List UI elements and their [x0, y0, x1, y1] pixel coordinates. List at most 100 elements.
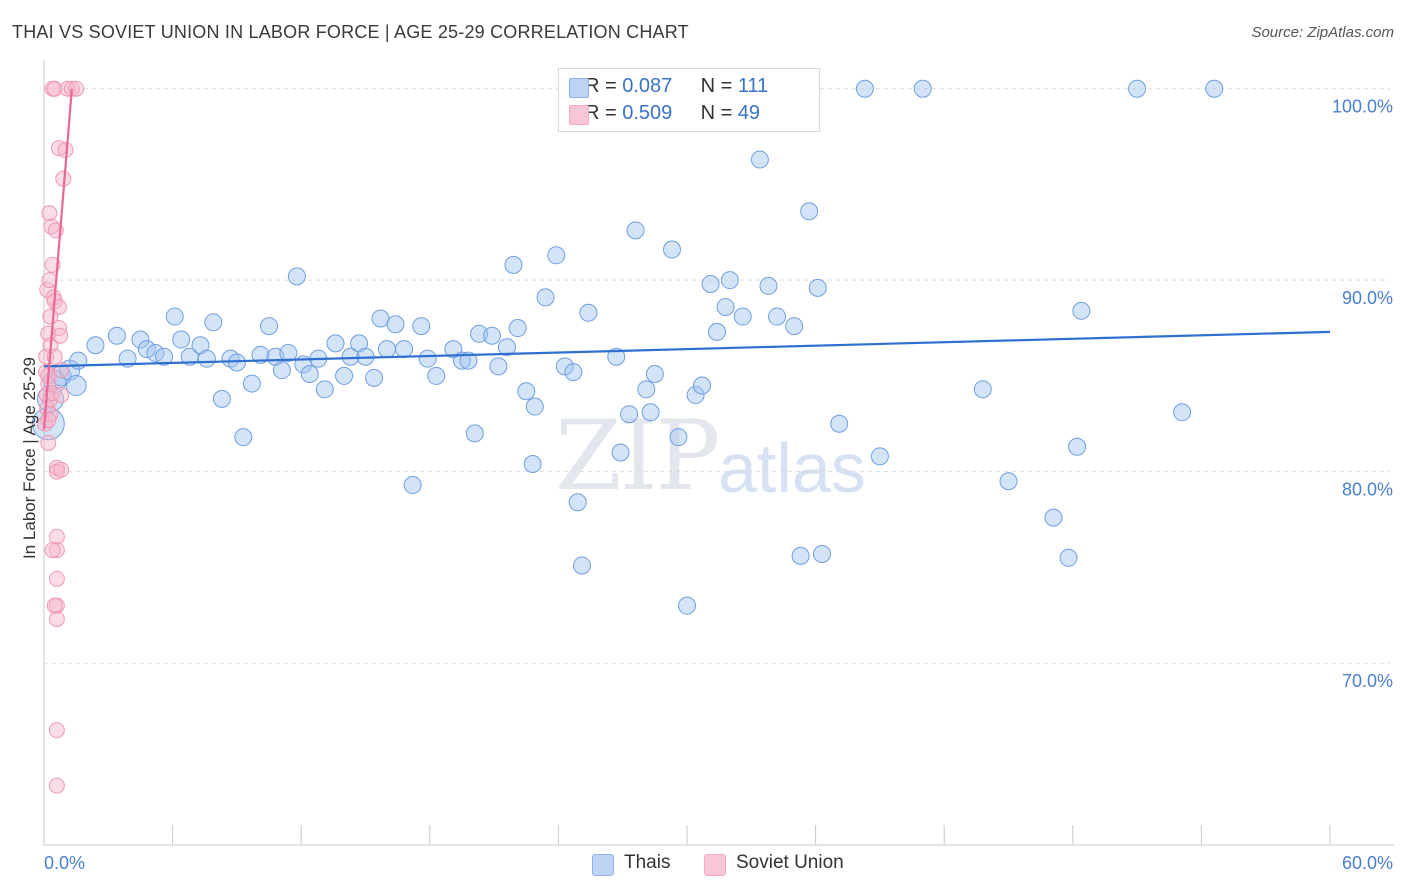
- legend-n-thais: 111: [737, 75, 769, 97]
- thais-point: [242, 374, 261, 393]
- soviet-point: [53, 461, 70, 478]
- thais-point: [131, 330, 150, 349]
- thais-point: [759, 276, 778, 295]
- thais-point: [708, 322, 727, 341]
- thais-point: [547, 246, 566, 265]
- thais-point: [637, 380, 656, 399]
- soviet-point: [40, 411, 57, 428]
- thais-point: [300, 365, 319, 383]
- legend-n-label: N =: [700, 102, 733, 124]
- thais-point: [107, 326, 126, 345]
- thais-point: [489, 357, 508, 376]
- thais-point: [86, 336, 105, 355]
- soviet-point: [48, 570, 65, 587]
- thais-point: [1072, 301, 1091, 320]
- thais-point: [146, 343, 165, 362]
- legend-label-thais: Thais: [624, 852, 671, 873]
- thais-point: [418, 349, 437, 368]
- thais-point: [287, 267, 306, 286]
- thais-point: [508, 319, 527, 338]
- thais-point: [611, 443, 630, 462]
- thais-point: [227, 353, 246, 372]
- thais-point: [403, 476, 422, 495]
- thais-point: [750, 150, 769, 169]
- x-tick-label: 0.0%: [44, 853, 85, 873]
- legend-row-soviet: R = 0.509 N = 49: [569, 102, 761, 126]
- thais-point: [568, 493, 587, 512]
- watermark-zip: ZIP: [555, 400, 720, 512]
- thais-point: [497, 338, 516, 357]
- thais-point: [662, 240, 681, 259]
- thais-point: [1059, 548, 1078, 567]
- thais-point: [341, 347, 360, 366]
- trend-lines: [42, 88, 1331, 430]
- thais-point: [579, 303, 598, 322]
- thais-point: [785, 317, 804, 336]
- thais-point: [315, 380, 334, 399]
- soviet-point: [41, 205, 58, 222]
- thais-point: [365, 368, 384, 387]
- thais-point: [504, 255, 523, 274]
- legend-n-soviet: 49: [737, 102, 761, 124]
- correlation-legend: R = 0.087 N = 111 R = 0.509 N = 49: [558, 68, 820, 132]
- thais-point: [555, 357, 574, 376]
- chart-title: THAI VS SOVIET UNION IN LABOR FORCE | AG…: [12, 22, 689, 42]
- thais-point: [204, 313, 223, 332]
- thais-point: [678, 596, 696, 615]
- grid-lines: [44, 88, 1390, 664]
- legend-swatch-thais: [592, 854, 614, 876]
- legend-label-soviet: Soviet Union: [736, 852, 844, 873]
- thais-point: [913, 79, 932, 98]
- thais-point: [768, 307, 787, 326]
- thais-point: [326, 334, 345, 353]
- legend-r-soviet: 0.509: [622, 102, 673, 124]
- axis-labels: 70.0% 80.0% 90.0% 100.0% 0.0% 60.0% In Labor F…: [20, 97, 1393, 873]
- thais-point: [1068, 437, 1087, 456]
- soviet-point: [48, 777, 65, 794]
- thais-point: [733, 307, 752, 326]
- thais-point: [564, 363, 583, 382]
- soviet-point: [48, 528, 65, 545]
- source-credit: Source: ZipAtlas.com: [1251, 24, 1394, 41]
- y-tick-label: 90.0%: [1342, 288, 1393, 308]
- thais-point: [999, 472, 1018, 491]
- thais-point: [536, 288, 555, 307]
- legend-r-label: R =: [585, 102, 617, 124]
- thais-point: [525, 397, 544, 416]
- soviet-point: [46, 80, 63, 97]
- thais-point: [377, 340, 396, 359]
- thais-point: [791, 546, 810, 565]
- thais-point: [155, 347, 174, 366]
- thais-point: [830, 414, 849, 433]
- thais-point: [172, 330, 191, 349]
- thais-point: [386, 315, 405, 334]
- thais-point: [813, 544, 832, 563]
- thais-point: [427, 366, 446, 385]
- thais-point: [1173, 403, 1192, 422]
- thais-point: [686, 386, 705, 405]
- y-tick-label: 80.0%: [1342, 480, 1393, 500]
- thais-point: [1128, 79, 1147, 98]
- watermark-atlas: atlas: [718, 429, 866, 507]
- thais-point: [693, 376, 712, 395]
- thais-point: [165, 307, 184, 326]
- thais-point: [251, 345, 270, 364]
- soviet-trend-line: [42, 88, 73, 430]
- legend-swatch-soviet: [704, 854, 726, 876]
- thais-point: [620, 405, 639, 424]
- axes: [43, 60, 1394, 846]
- legend-r-label: R =: [585, 75, 617, 97]
- thais-point: [335, 366, 354, 385]
- thais-point: [65, 374, 87, 396]
- thais-point: [234, 428, 253, 447]
- soviet-point: [53, 387, 70, 404]
- thais-point: [272, 361, 291, 380]
- thais-point: [645, 365, 664, 383]
- soviet-point: [44, 542, 61, 559]
- thais-point: [212, 389, 231, 408]
- thais-point: [482, 326, 501, 345]
- thais-point: [701, 275, 720, 294]
- thais-point: [808, 278, 827, 297]
- thais-point: [870, 447, 889, 466]
- thais-point: [720, 271, 739, 290]
